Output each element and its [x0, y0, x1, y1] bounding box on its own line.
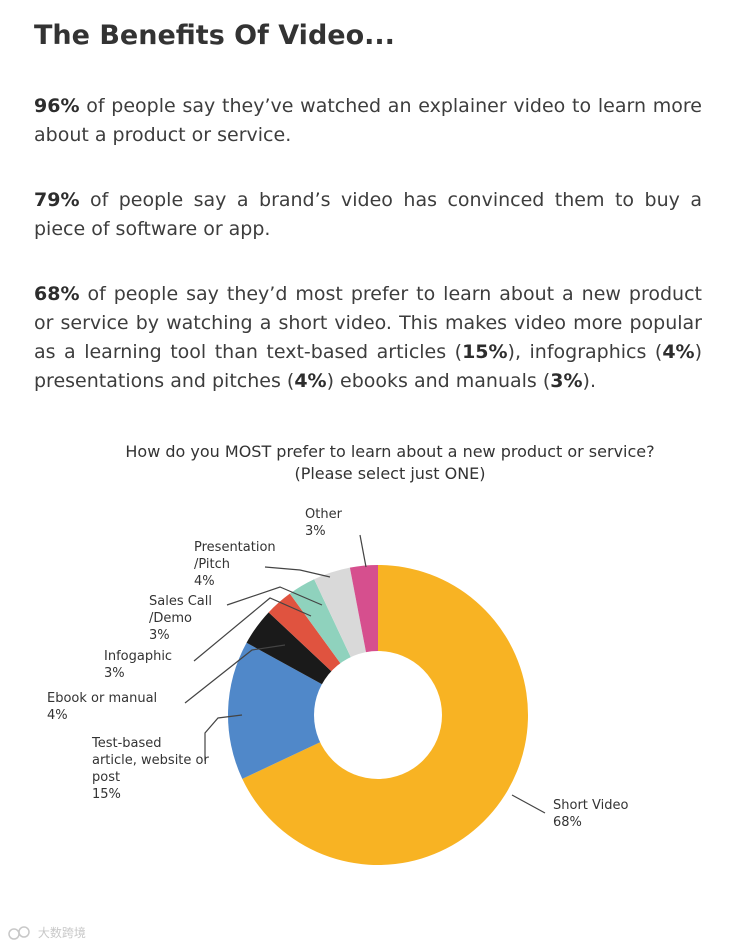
- stat-paragraph-1: 96% of people say they’ve watched an exp…: [34, 92, 702, 150]
- slice-label: Presentation/Pitch 4%: [194, 540, 276, 589]
- page-title: The Benefits Of Video...: [34, 20, 395, 51]
- slice-label: Test-based article, website or post 15%: [91, 736, 209, 802]
- stat-text: ), infographics (: [507, 341, 663, 363]
- leader-line: [511, 794, 546, 814]
- stat-value: 96%: [34, 95, 80, 117]
- slice-value-label: 4%: [194, 574, 215, 589]
- slice-name-label: Ebook or manual: [47, 691, 157, 706]
- stat-text: of people say they’ve watched an explain…: [34, 95, 702, 146]
- slice-value-label: 15%: [92, 787, 121, 802]
- leader-line: [359, 534, 367, 568]
- chart-title: How do you MOST prefer to learn about a …: [125, 442, 655, 461]
- stat-paragraph-3: 68% of people say they’d most prefer to …: [34, 280, 702, 396]
- slice-label: Short Video 68%: [553, 798, 628, 830]
- slice-name-label: Presentation: [194, 540, 276, 555]
- chart-subtitle: (Please select just ONE): [294, 464, 486, 483]
- slice-label: Ebook or manual 4%: [47, 691, 157, 723]
- leader-line: [264, 566, 331, 578]
- leader-line: [193, 597, 312, 662]
- slice-value-label: 68%: [553, 815, 582, 830]
- slice-name-label: Other: [305, 507, 343, 522]
- leader-line: [204, 714, 243, 761]
- chart-question: How do you MOST prefer to learn about a …: [40, 441, 733, 485]
- slice-value-label: 3%: [305, 524, 326, 539]
- slice-name-label: article, website or: [92, 753, 209, 768]
- stat-text: ) ebooks and manuals (: [326, 370, 551, 392]
- slice-name-label: Infogaphic: [104, 649, 172, 664]
- stat-text: of people say a brand’s video has convin…: [34, 189, 702, 240]
- slice-name-label: /Demo: [149, 611, 192, 626]
- stat-inline-value: 15%: [462, 341, 508, 363]
- stat-text: of people say they’d most prefer to lear…: [34, 283, 702, 363]
- donut-chart: Short Video 68% Test-based article, website…: [47, 507, 628, 865]
- donut-hole: [314, 651, 442, 779]
- stat-inline-value: 3%: [550, 370, 583, 392]
- slice-name-label: Short Video: [553, 798, 628, 813]
- slice-value-label: 3%: [104, 666, 125, 681]
- slice-label: Sales Call/Demo 3%: [149, 594, 212, 643]
- stat-inline-value: 4%: [662, 341, 695, 363]
- slice-name-label: /Pitch: [194, 557, 230, 572]
- label-leader-lines: [184, 534, 546, 814]
- stat-text: ).: [582, 370, 596, 392]
- slice-name-label: Sales Call: [149, 594, 212, 609]
- watermark-text: 大数跨境: [37, 926, 86, 940]
- slice-value-label: 4%: [47, 708, 68, 723]
- stat-paragraph-2: 79% of people say a brand’s video has co…: [34, 186, 702, 244]
- watermark: 大数跨境: [8, 924, 100, 942]
- slice-name-label: post: [92, 770, 120, 785]
- stat-value: 68%: [34, 283, 80, 305]
- slice-value-label: 3%: [149, 628, 170, 643]
- slice-labels: Short Video 68% Test-based article, website…: [47, 507, 628, 830]
- leader-line: [226, 586, 323, 606]
- donut-slice: [228, 642, 378, 779]
- stat-text: ) presentations and pitches (: [34, 341, 702, 392]
- stat-inline-value: 4%: [294, 370, 327, 392]
- stat-value: 79%: [34, 189, 80, 211]
- watermark-logo-icon: [8, 925, 30, 940]
- slice-name-label: Test-based: [91, 736, 162, 751]
- leader-line: [184, 644, 286, 704]
- slice-label: Other 3%: [305, 507, 343, 539]
- slice-label: Infogaphic 3%: [104, 649, 172, 681]
